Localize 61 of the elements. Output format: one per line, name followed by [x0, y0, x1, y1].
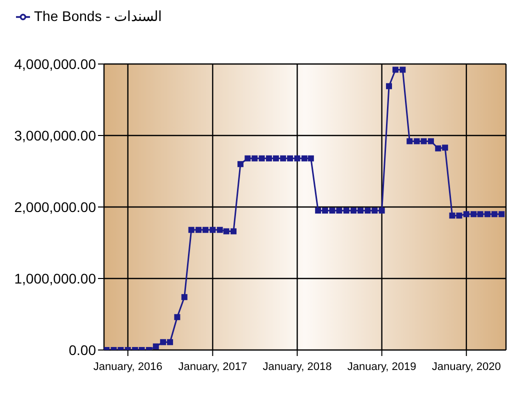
- point: [442, 144, 448, 151]
- point: [272, 155, 279, 162]
- point: [223, 228, 230, 234]
- point: [406, 138, 413, 144]
- point: [174, 314, 180, 320]
- point: [266, 155, 272, 162]
- y-tick-label: 3,000,000.00: [14, 127, 96, 144]
- point: [428, 138, 434, 144]
- point: [160, 339, 166, 346]
- point: [216, 226, 223, 233]
- point: [258, 155, 265, 162]
- point: [188, 226, 194, 233]
- point: [378, 208, 385, 214]
- point: [294, 155, 300, 162]
- point: [350, 208, 357, 214]
- point: [210, 226, 216, 233]
- point: [301, 155, 308, 162]
- point: [498, 211, 505, 218]
- x-tick-label: January, 2017: [178, 361, 248, 373]
- point: [470, 211, 477, 218]
- point: [456, 212, 462, 219]
- point: [484, 211, 490, 218]
- point: [400, 66, 406, 73]
- point: [181, 294, 188, 300]
- x-tick-label: January, 2019: [347, 361, 416, 373]
- y-tick-label: 4,000,000.00: [14, 56, 96, 72]
- point: [244, 155, 251, 162]
- point: [372, 208, 378, 214]
- y-tick-label: 1,000,000.00: [14, 270, 96, 286]
- point: [364, 208, 371, 214]
- point: [152, 343, 159, 350]
- point: [230, 228, 237, 234]
- point: [322, 208, 328, 214]
- point: [386, 83, 392, 90]
- point: [477, 211, 484, 218]
- point: [308, 155, 314, 162]
- point: [392, 66, 398, 73]
- point: [463, 211, 470, 218]
- point: [449, 212, 456, 219]
- point: [167, 339, 174, 346]
- point: [414, 138, 420, 144]
- point: [435, 145, 442, 152]
- x-tick-label: January, 2020: [432, 361, 501, 373]
- point: [280, 155, 286, 162]
- point: [202, 226, 208, 233]
- legend-label: The Bonds - السندات: [34, 8, 162, 24]
- point: [357, 208, 364, 214]
- point: [252, 155, 258, 162]
- point: [336, 208, 342, 214]
- point: [287, 155, 294, 162]
- point: [420, 138, 427, 144]
- point: [343, 208, 350, 214]
- point: [237, 161, 244, 168]
- x-tick-label: January, 2016: [93, 361, 162, 373]
- x-tick-label: January, 2018: [262, 361, 332, 373]
- y-tick-label: 0.00: [68, 342, 96, 358]
- y-tick-label: 2,000,000.00: [14, 198, 96, 215]
- point: [315, 208, 322, 214]
- point: [329, 208, 336, 214]
- point: [491, 211, 498, 218]
- point: [196, 226, 202, 233]
